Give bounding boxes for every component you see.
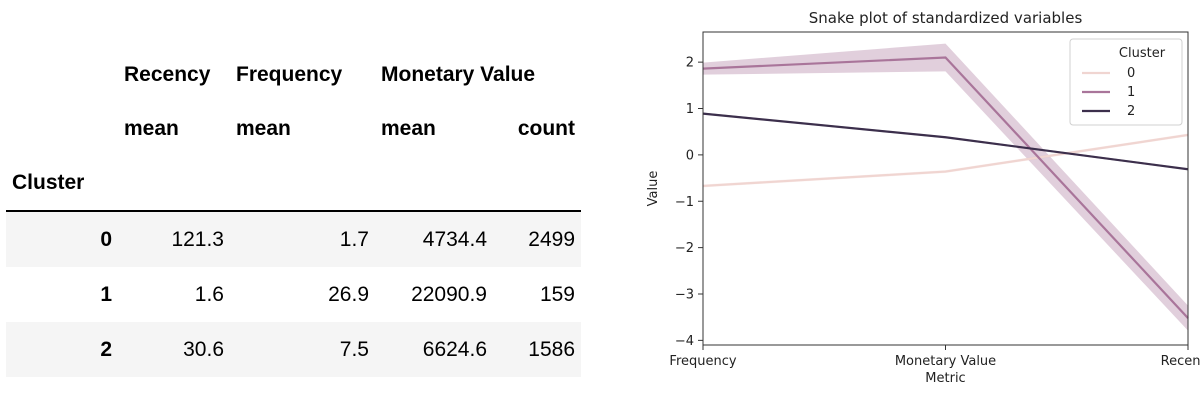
legend-label-0: 0 (1127, 66, 1135, 81)
cell-recency-mean: 1.6 (194, 282, 224, 306)
series-line-1 (702, 56, 1189, 319)
table-row: 2 30.6 7.5 6624.6 1586 (6, 322, 581, 377)
cell-recency-mean: 121.3 (171, 227, 224, 251)
cluster-summary-table: Recency Frequency Monetary Value mean me… (6, 48, 581, 377)
table-row: 1 1.6 26.9 22090.9 159 (6, 267, 581, 322)
y-tick-label: −1 (675, 195, 694, 210)
column-header-recency: Recency (124, 63, 211, 86)
y-tick-label: −3 (675, 287, 694, 302)
x-tick-label: Frequency (669, 354, 736, 369)
y-tick-label: −2 (675, 241, 694, 256)
series-line-2 (702, 112, 1189, 171)
subheader-monetary-mean: mean (381, 117, 436, 140)
y-axis-label: Value (646, 171, 661, 207)
x-axis-label: Metric (925, 371, 965, 386)
snake-plot: Snake plot of standardized variables −4 −3… (640, 0, 1200, 400)
cell-frequency-mean: 1.7 (339, 227, 369, 251)
x-tick-label: Monetary Value (895, 354, 996, 369)
header-row-sub: mean mean mean count (6, 102, 581, 156)
subheader-recency-mean: mean (124, 117, 179, 140)
cell-monetary-count: 1586 (528, 337, 575, 361)
y-tick-label: −4 (675, 334, 694, 349)
cell-monetary-count: 159 (539, 282, 575, 306)
cell-monetary-mean: 4734.4 (422, 227, 487, 251)
chart-title: Snake plot of standardized variables (809, 9, 1083, 27)
cell-monetary-mean: 6624.6 (422, 337, 487, 361)
header-row-index: Cluster (6, 156, 581, 212)
series-line-0 (702, 133, 1189, 188)
cluster-summary-table-wrap: Recency Frequency Monetary Value mean me… (6, 48, 581, 377)
series-band-1 (703, 43, 1188, 331)
cell-frequency-mean: 7.5 (339, 337, 369, 361)
y-tick-label: 2 (686, 56, 694, 71)
snake-plot-svg: Snake plot of standardized variables −4 −3… (646, 9, 1200, 386)
subheader-frequency-mean: mean (236, 117, 291, 140)
row-index: 2 (100, 337, 112, 361)
x-tick-label: Recency (1161, 354, 1200, 369)
index-name: Cluster (6, 156, 118, 212)
table-row: 0 121.3 1.7 4734.4 2499 (6, 211, 581, 267)
row-index: 0 (100, 227, 112, 251)
legend-title: Cluster (1119, 46, 1166, 61)
corner-cell-2 (6, 102, 118, 156)
cell-recency-mean: 30.6 (183, 337, 224, 361)
cell-monetary-mean: 22090.9 (411, 282, 487, 306)
row-index: 1 (100, 282, 112, 306)
y-tick-label: 1 (686, 102, 694, 117)
y-tick-label: 0 (686, 148, 694, 163)
legend-box (1069, 38, 1183, 126)
legend-label-1: 1 (1127, 85, 1135, 100)
column-header-monetary-value: Monetary Value (381, 63, 536, 86)
cell-monetary-count: 2499 (528, 227, 575, 251)
legend-label-2: 2 (1127, 104, 1135, 119)
cell-frequency-mean: 26.9 (328, 282, 369, 306)
column-header-frequency: Frequency (236, 63, 343, 86)
corner-cell (6, 48, 118, 102)
header-row-top: Recency Frequency Monetary Value (6, 48, 581, 102)
series-band-0 (703, 133, 1188, 188)
subheader-monetary-count: count (517, 117, 575, 140)
